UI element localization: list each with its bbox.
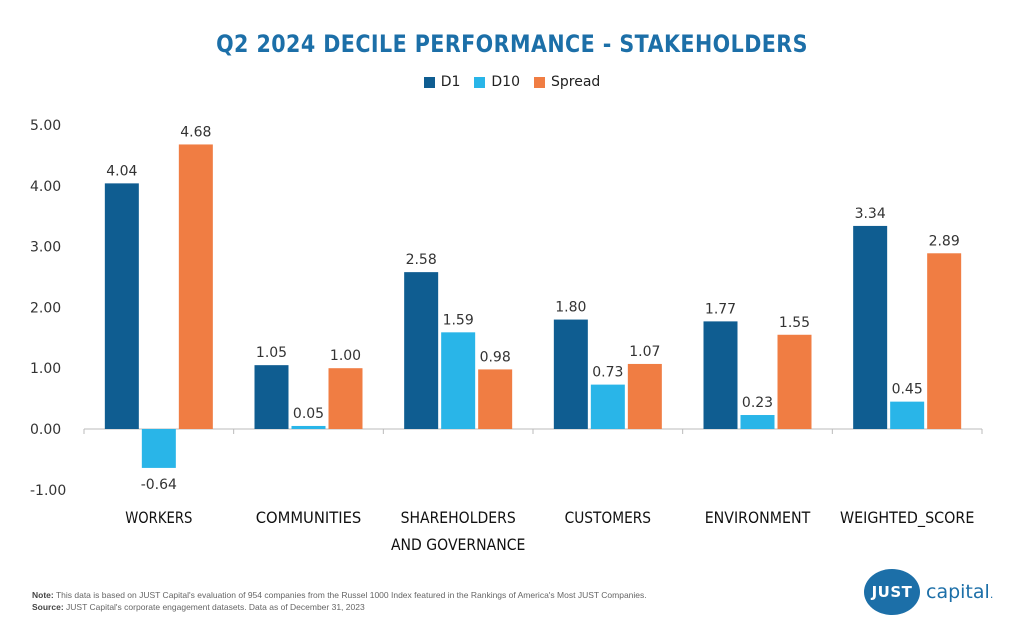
- bar-d1-0: [104, 183, 139, 429]
- data-label: 1.77: [705, 301, 736, 317]
- data-label: 1.07: [629, 344, 660, 360]
- bar-spread-4: [777, 334, 812, 429]
- data-label: 1.59: [443, 312, 474, 328]
- footer-source: Source: JUST Capital's corporate engagem…: [32, 601, 647, 613]
- bar-d10-2: [441, 332, 476, 429]
- data-label: 0.73: [592, 365, 623, 381]
- data-label: 3.34: [855, 206, 886, 222]
- legend-label-d1: D1: [440, 74, 461, 90]
- note-label: Note:: [32, 590, 54, 600]
- source-text: JUST Capital's corporate engagement data…: [63, 602, 365, 612]
- category-label: WEIGHTED_SCORE: [840, 508, 974, 528]
- category-label: SHAREHOLDERS: [401, 508, 516, 527]
- just-capital-logo: JUST capital.: [864, 569, 993, 615]
- data-label: 4.04: [106, 163, 137, 179]
- bar-d10-4: [740, 415, 775, 429]
- data-label: 1.05: [256, 345, 287, 361]
- data-label: 4.68: [180, 124, 211, 140]
- data-label: 0.45: [892, 382, 923, 398]
- y-tick-label: -1.00: [30, 483, 66, 499]
- y-tick-label: 3.00: [30, 240, 61, 256]
- bar-d10-0: [141, 429, 176, 468]
- category-label: AND GOVERNANCE: [391, 535, 525, 554]
- legend-label-spread: Spread: [550, 74, 601, 90]
- y-tick-label: 0.00: [30, 422, 61, 438]
- data-label: 1.00: [330, 348, 361, 364]
- footer: Note: This data is based on JUST Capital…: [32, 589, 647, 613]
- legend-label-d10: D10: [491, 74, 520, 90]
- data-label: 1.55: [779, 315, 810, 331]
- note-text: This data is based on JUST Capital's eva…: [53, 590, 647, 600]
- y-tick-label: 5.00: [30, 118, 61, 134]
- bar-d1-2: [404, 272, 439, 429]
- legend-item-d10: D10: [474, 74, 520, 90]
- bar-d1-4: [703, 321, 738, 429]
- legend-item-d1: D1: [423, 74, 461, 90]
- bar-d1-1: [254, 365, 289, 429]
- category-label: ENVIRONMENT: [705, 508, 811, 527]
- data-label: 0.05: [293, 406, 324, 422]
- data-label: -0.64: [141, 477, 177, 493]
- data-label: 2.89: [929, 233, 960, 249]
- bar-d1-3: [553, 319, 588, 429]
- bar-d10-3: [590, 384, 625, 429]
- source-label: Source:: [32, 602, 64, 612]
- legend-item-spread: Spread: [533, 74, 601, 90]
- logo-symbol: .: [989, 588, 994, 601]
- bar-d1-5: [853, 225, 888, 429]
- logo-text: capital.: [926, 581, 993, 603]
- bar-spread-1: [328, 368, 363, 429]
- y-tick-label: 1.00: [30, 361, 61, 377]
- bar-spread-5: [927, 253, 962, 429]
- legend-swatch-d10: [474, 76, 486, 88]
- legend: D1 D10 Spread: [0, 74, 1024, 90]
- bar-d10-1: [291, 425, 326, 429]
- category-label: COMMUNITIES: [256, 508, 362, 527]
- logo-mark: JUST: [864, 569, 920, 615]
- y-tick-label: 4.00: [30, 179, 61, 195]
- bar-chart: -1.00 0.00 1.00 2.00 3.00 4.00 5.00 4.04 -0.64 4.…: [30, 118, 983, 554]
- bar-spread-2: [478, 369, 513, 429]
- legend-swatch-d1: [423, 76, 435, 88]
- logo-word: capital: [926, 581, 990, 603]
- footer-note: Note: This data is based on JUST Capital…: [32, 589, 647, 601]
- data-label: 1.80: [555, 300, 586, 316]
- bar-spread-0: [178, 144, 213, 429]
- bar-spread-3: [627, 363, 662, 429]
- y-tick-label: 2.00: [30, 300, 61, 316]
- chart-title: Q2 2024 DECILE PERFORMANCE - STAKEHOLDER…: [216, 30, 808, 58]
- legend-swatch-spread: [533, 76, 545, 88]
- data-label: 0.98: [480, 349, 511, 365]
- bar-d10-5: [890, 401, 925, 429]
- data-label: 2.58: [406, 252, 437, 268]
- category-label: CUSTOMERS: [565, 508, 651, 527]
- data-label: 0.23: [742, 395, 773, 411]
- category-label: WORKERS: [125, 508, 192, 527]
